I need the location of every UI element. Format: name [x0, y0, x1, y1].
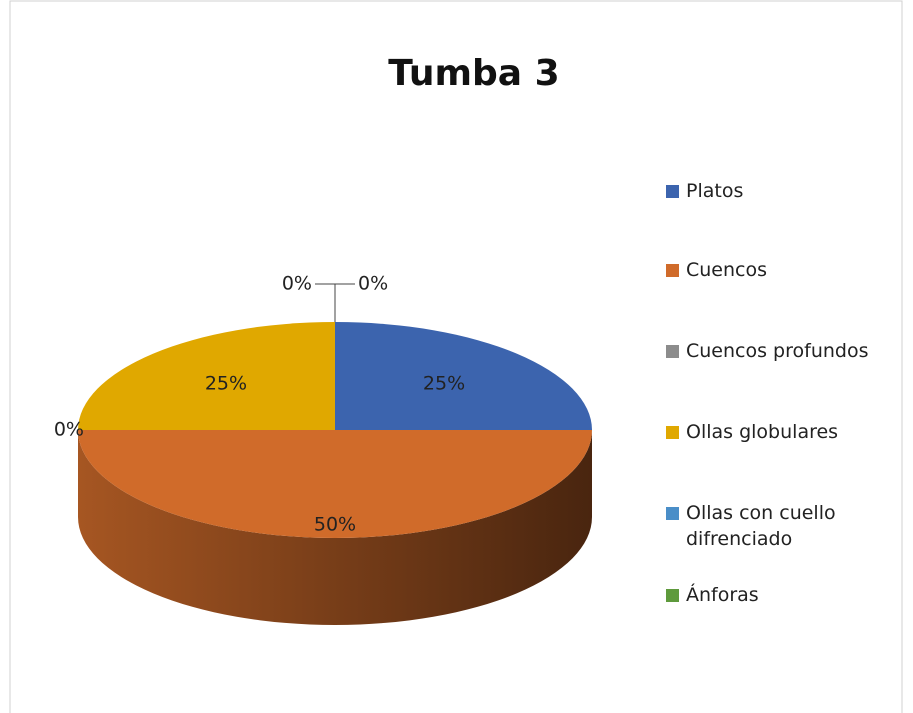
legend: Platos Cuencos Cuencos profundos Ollas glob…	[666, 178, 906, 608]
data-label: 0%	[282, 273, 312, 295]
legend-label: Ollas con cuello difrenciado	[686, 502, 836, 550]
legend-label: Cuencos profundos	[686, 340, 869, 362]
pie-slice	[78, 430, 592, 538]
legend-item: Platos	[666, 178, 906, 204]
legend-label: Platos	[686, 180, 744, 202]
legend-label: Ollas globulares	[686, 421, 839, 443]
legend-swatch	[666, 426, 679, 439]
legend-label: Cuencos	[686, 259, 768, 281]
data-label: 0%	[358, 273, 388, 295]
data-label: 25%	[423, 373, 465, 395]
legend-swatch	[666, 185, 679, 198]
legend-swatch	[666, 589, 679, 602]
legend-item: Ollas con cuello difrenciado	[666, 500, 906, 552]
pie-side	[78, 430, 592, 625]
leader-line	[334, 283, 355, 322]
legend-item: Cuencos	[666, 257, 906, 283]
legend-label: Ánforas	[686, 584, 759, 606]
data-label: 0%	[54, 419, 84, 441]
data-label: 25%	[205, 373, 247, 395]
legend-swatch	[666, 507, 679, 520]
pie-slice	[78, 322, 335, 430]
chart-title: Tumba 3	[388, 53, 559, 94]
legend-item: Ollas globulares	[666, 419, 906, 445]
legend-item: Cuencos profundos	[666, 338, 906, 364]
legend-swatch	[666, 264, 679, 277]
legend-swatch	[666, 345, 679, 358]
legend-item: Ánforas	[666, 582, 906, 608]
pie-slice	[335, 322, 592, 430]
data-label: 50%	[314, 513, 356, 535]
